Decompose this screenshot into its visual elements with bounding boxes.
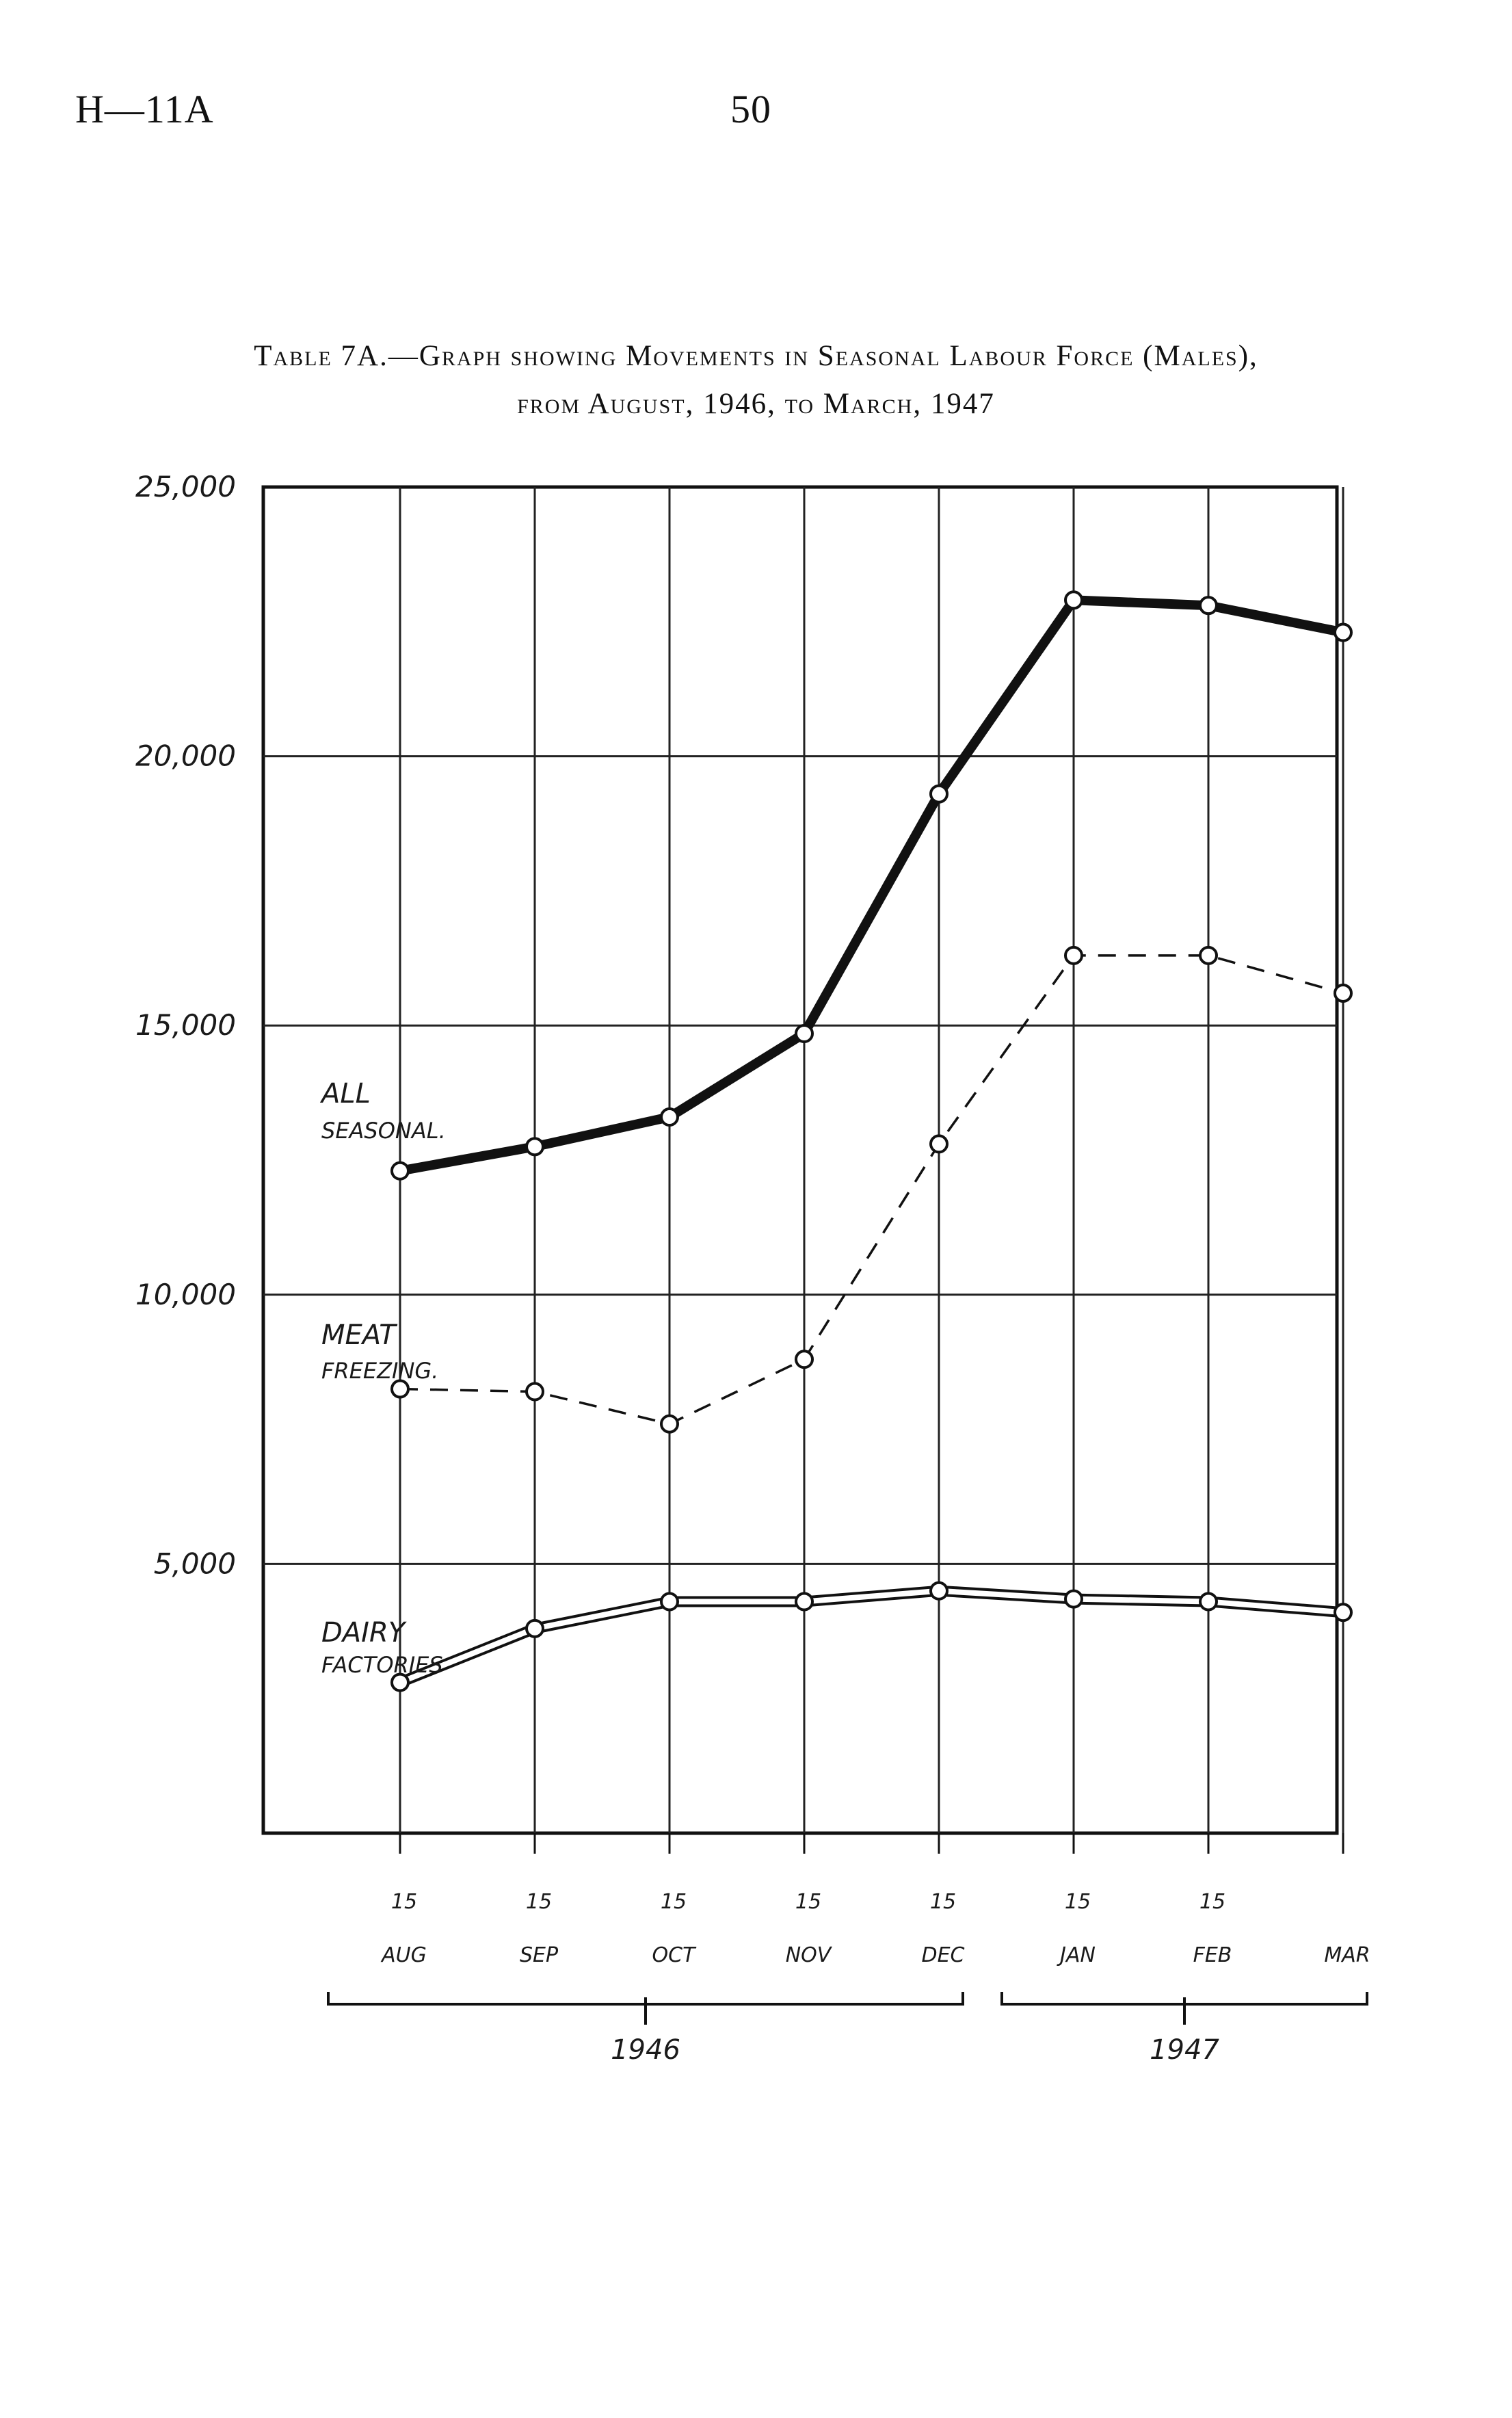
data-point	[660, 1414, 679, 1434]
data-point	[929, 784, 949, 804]
series-line-all-seasonal	[399, 595, 1344, 1176]
x-day-label: 15	[661, 1890, 687, 1914]
x-day-label: 15	[391, 1890, 417, 1914]
data-point	[390, 1672, 410, 1692]
y-tick-label: 25,000	[135, 470, 236, 503]
data-point	[660, 1592, 679, 1612]
data-point	[1064, 945, 1083, 965]
data-point	[390, 1161, 410, 1181]
x-month-label: MAR	[1324, 1943, 1370, 1967]
chart-series	[390, 590, 1353, 1692]
x-month-label: DEC	[921, 1943, 964, 1967]
series-label: FREEZING.	[321, 1358, 438, 1384]
chart-title-line-2: from August, 1946, to March, 1947	[517, 388, 995, 420]
data-point	[1334, 622, 1353, 642]
x-month-label: SEP	[520, 1943, 559, 1967]
x-day-label: 15	[795, 1890, 821, 1914]
series-line-meat-freezing	[399, 954, 1344, 1425]
data-point	[1334, 983, 1353, 1003]
plot-frame	[261, 485, 1339, 1835]
series-label: FACTORIES	[321, 1652, 443, 1678]
x-month-label: AUG	[380, 1943, 427, 1967]
data-point	[525, 1382, 544, 1402]
series-line-dairy-factories-inner	[399, 1588, 1344, 1685]
x-day-label: 15	[1199, 1890, 1225, 1914]
series-label: SEASONAL.	[321, 1118, 446, 1144]
series-label: DAIRY	[321, 1617, 408, 1648]
data-point	[1064, 1589, 1083, 1609]
report-code: H—11A	[75, 87, 214, 131]
year-label: 1946	[611, 2034, 680, 2066]
data-point	[1064, 590, 1083, 610]
data-point	[1199, 596, 1218, 616]
data-point	[795, 1592, 814, 1612]
data-point	[660, 1107, 679, 1127]
data-point	[929, 1134, 949, 1154]
x-month-label: FEB	[1193, 1943, 1232, 1967]
data-point	[795, 1024, 814, 1044]
data-point	[1334, 1603, 1353, 1622]
x-month-label: NOV	[786, 1943, 833, 1967]
x-axis-labels: 15 AUG 15 SEP 15 OCT 15 NOV 15 DEC 15 JAN 15 FEB MAR 19…	[327, 1890, 1370, 2066]
y-axis-ticks: 25,000 20,000 15,000 10,000 5,000	[135, 470, 236, 1580]
x-day-label: 15	[1065, 1890, 1091, 1914]
chart-title-line-1: Table 7A.—Graph showing Movements in Sea…	[254, 340, 1258, 372]
data-point	[1199, 945, 1218, 965]
x-day-label: 15	[526, 1890, 552, 1914]
x-month-label: JAN	[1057, 1943, 1096, 1967]
data-point	[525, 1137, 544, 1157]
data-point	[525, 1618, 544, 1638]
page-number: 50	[730, 87, 771, 131]
series-label: ALL	[319, 1078, 371, 1109]
x-day-label: 15	[930, 1890, 956, 1914]
y-tick-label: 15,000	[135, 1008, 236, 1042]
year-label: 1947	[1150, 2034, 1219, 2066]
data-point	[390, 1379, 410, 1399]
y-tick-label: 5,000	[154, 1547, 236, 1580]
data-point	[1199, 1592, 1218, 1612]
x-month-label: OCT	[652, 1943, 698, 1967]
series-label: MEAT	[321, 1319, 398, 1351]
y-tick-label: 10,000	[135, 1278, 236, 1311]
data-point	[795, 1350, 814, 1369]
y-tick-label: 20,000	[135, 739, 236, 773]
series-labels: ALL SEASONAL. MEAT FREEZING. DAIRY FACTORIES	[319, 1078, 446, 1678]
data-point	[929, 1581, 949, 1601]
